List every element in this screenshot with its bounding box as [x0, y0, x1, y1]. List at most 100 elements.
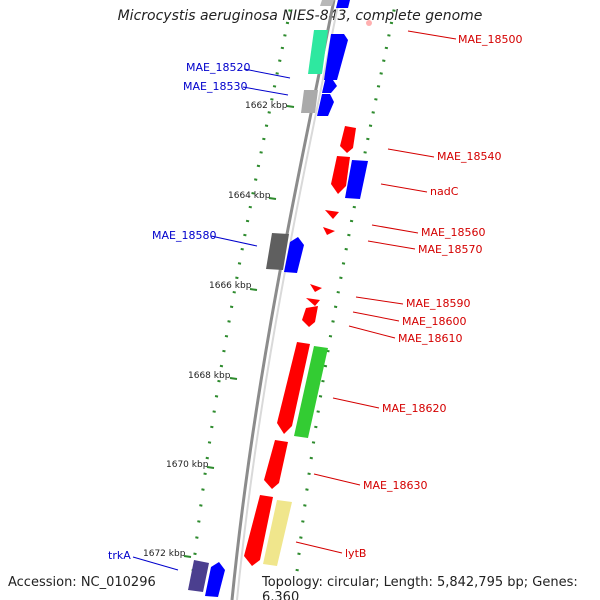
gene-arrow-red-18600[interactable] [306, 298, 320, 306]
gene-block-blue-top[interactable] [336, 0, 350, 8]
tick-mark [371, 111, 375, 114]
gene-label-trka[interactable]: trkA [108, 549, 131, 562]
tick-mark [349, 219, 354, 223]
tick-mark [245, 219, 250, 223]
tick-mark [262, 137, 266, 141]
accession-text: Accession: NC_010296 [8, 575, 156, 590]
tick-mark [212, 410, 216, 413]
tick-mark [229, 305, 234, 309]
tick-mark [331, 320, 335, 323]
tick-mark [222, 349, 226, 353]
gene-block-khaki-lytb[interactable] [263, 500, 292, 566]
tick-mark [248, 205, 252, 209]
tick-mark [323, 364, 328, 368]
tick-mark [264, 124, 269, 127]
tick-mark [207, 441, 212, 444]
gene-arrow-blue[interactable] [324, 34, 348, 80]
tick-mark [210, 425, 214, 429]
gene-label-mae18610[interactable]: MAE_18610 [398, 332, 462, 345]
scale-label-1670: 1670 kbp [166, 460, 209, 470]
tick-mark [193, 552, 197, 556]
gene-labels: MAE_18500 MAE_18520 MAE_18530 MAE_18540 … [108, 33, 522, 562]
tick-mark [311, 441, 316, 444]
tick-mark [283, 34, 287, 37]
gene-label-lytb[interactable]: lytB [345, 547, 366, 560]
gene-arrow-red-18620[interactable] [277, 342, 310, 434]
gene-block-indigo-trka[interactable] [188, 560, 209, 592]
gene-block-gray-2[interactable] [301, 90, 318, 113]
tick-mark [376, 85, 381, 88]
tick-mark [232, 290, 236, 294]
gene-label-mae18520[interactable]: MAE_18520 [186, 61, 250, 74]
tick-mark [285, 21, 290, 25]
gene-arrow-blue-18580[interactable] [284, 237, 304, 273]
gene-arrow-red-nadc[interactable] [331, 156, 350, 194]
gene-label-nadc[interactable]: nadC [430, 185, 459, 198]
gene-label-mae18530[interactable]: MAE_18530 [183, 80, 247, 93]
gene-arrow-red-18560[interactable] [325, 210, 339, 219]
tick-mark [347, 233, 351, 237]
tick-mark [224, 334, 229, 338]
tick-mark [201, 488, 205, 491]
tick-mark [199, 504, 203, 507]
tick-mark [314, 425, 318, 429]
gene-block-teal[interactable] [308, 30, 328, 74]
tick-mark [267, 111, 271, 114]
gene-arrow-red-18610[interactable] [302, 306, 318, 327]
gene-label-mae18560[interactable]: MAE_18560 [421, 226, 485, 239]
tick-mark [227, 320, 231, 323]
tick-mark [240, 247, 244, 251]
tick-mark [366, 137, 370, 141]
tick-mark [328, 334, 333, 338]
tick-mark [336, 290, 340, 294]
tick-mark [219, 364, 224, 368]
scale-label-1668: 1668 kbp [188, 371, 231, 381]
scale-label-1662: 1662 kbp [245, 101, 288, 111]
gene-block-blue-nadc[interactable] [345, 160, 368, 199]
tick-mark [344, 247, 348, 251]
tick-mark [299, 536, 303, 539]
tick-mark [214, 395, 219, 398]
gene-marker-faint [366, 20, 372, 26]
gene-label-mae18500[interactable]: MAE_18500 [458, 33, 522, 46]
gene-label-mae18600[interactable]: MAE_18600 [402, 315, 466, 328]
tick-mark [251, 191, 255, 195]
tick-mark [382, 59, 386, 62]
gene-arrow-blue-small[interactable] [322, 80, 337, 93]
tick-mark [197, 520, 201, 523]
tick-mark [339, 276, 343, 280]
gene-arrow-blue-2[interactable] [317, 94, 334, 116]
gene-arrow-red-18630[interactable] [264, 440, 288, 489]
tick-mark [301, 520, 305, 523]
tick-mark [256, 164, 261, 168]
tick-mark [392, 9, 396, 12]
topology-summary: Topology: circular; Length: 5,842,795 bp… [262, 575, 578, 600]
gene-label-mae18590[interactable]: MAE_18590 [406, 297, 470, 310]
genome-backbone-shadow [236, 0, 340, 600]
gene-label-mae18580[interactable]: MAE_18580 [152, 229, 216, 242]
tick-mark [295, 568, 299, 572]
tick-mark [297, 552, 301, 556]
gene-block-dark-18580[interactable] [266, 233, 289, 270]
tick-mark [270, 98, 274, 101]
gene-arrow-red-18590[interactable] [310, 284, 322, 292]
gene-arrow-red-18540[interactable] [340, 126, 356, 153]
gene-arrow-blue-trka[interactable] [205, 562, 225, 597]
tick-mark [321, 379, 325, 383]
gene-label-mae18620[interactable]: MAE_18620 [382, 402, 446, 415]
inner-tick-track [191, 9, 292, 572]
gene-label-mae18630[interactable]: MAE_18630 [363, 479, 427, 492]
gene-block-green-18620[interactable] [294, 346, 328, 438]
gene-label-mae18540[interactable]: MAE_18540 [437, 150, 501, 163]
gene-block-gray[interactable] [320, 0, 334, 6]
gene-arrow-red-18570[interactable] [323, 227, 335, 235]
tick-mark [384, 46, 389, 50]
map-title: Microcystis aeruginosa NIES-843, complet… [117, 8, 483, 24]
gene-arrow-red-lytb[interactable] [244, 495, 273, 566]
tick-mark [203, 472, 207, 476]
gene-label-mae18570[interactable]: MAE_18570 [418, 243, 482, 256]
tick-mark [237, 262, 242, 265]
tick-mark [235, 276, 239, 280]
